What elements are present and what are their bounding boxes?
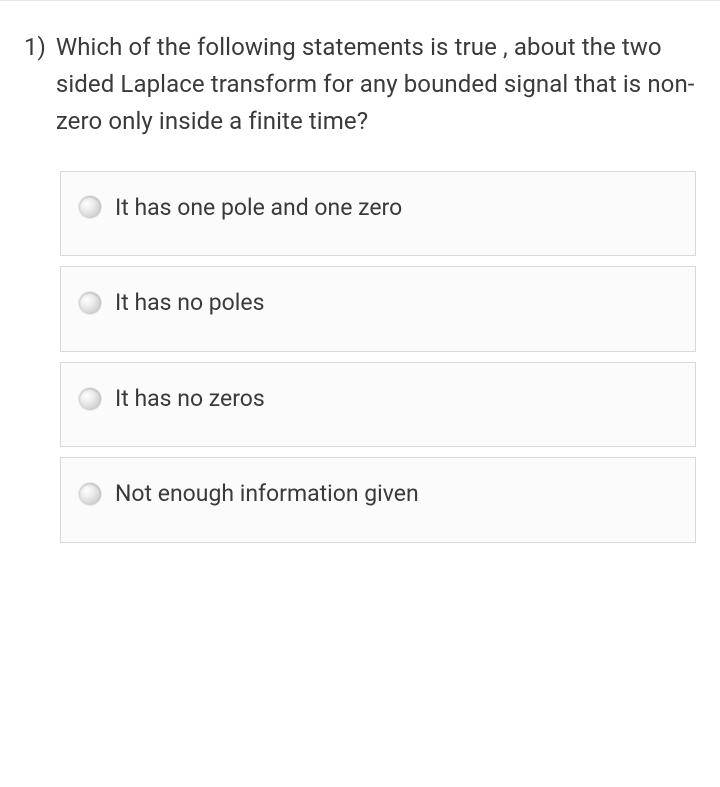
option-4[interactable]: Not enough information given [60, 457, 696, 543]
radio-icon[interactable] [79, 196, 101, 218]
option-label: It has one pole and one zero [115, 194, 402, 222]
question-row: 1) Which of the following statements is … [24, 29, 696, 141]
option-label: It has no poles [115, 289, 264, 317]
option-2[interactable]: It has no poles [60, 266, 696, 352]
question-text: Which of the following statements is tru… [56, 29, 696, 141]
question-page: 1) Which of the following statements is … [0, 0, 720, 577]
option-label: It has no zeros [115, 385, 265, 413]
option-3[interactable]: It has no zeros [60, 362, 696, 448]
radio-icon[interactable] [79, 388, 101, 410]
options-list: It has one pole and one zero It has no p… [60, 171, 696, 543]
question-number: 1) [24, 29, 46, 65]
option-1[interactable]: It has one pole and one zero [60, 171, 696, 257]
radio-icon[interactable] [79, 292, 101, 314]
option-label: Not enough information given [115, 480, 419, 508]
radio-icon[interactable] [79, 483, 101, 505]
